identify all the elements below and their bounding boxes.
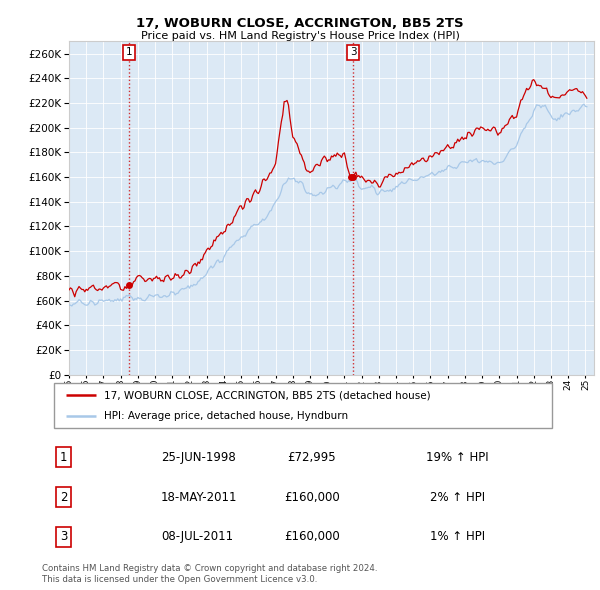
Text: 18-MAY-2011: 18-MAY-2011 <box>161 490 238 504</box>
FancyBboxPatch shape <box>54 383 552 428</box>
Text: £72,995: £72,995 <box>287 451 337 464</box>
Text: 3: 3 <box>60 530 67 543</box>
Text: £160,000: £160,000 <box>284 490 340 504</box>
Text: Price paid vs. HM Land Registry's House Price Index (HPI): Price paid vs. HM Land Registry's House … <box>140 31 460 41</box>
Text: 2% ↑ HPI: 2% ↑ HPI <box>430 490 485 504</box>
Text: This data is licensed under the Open Government Licence v3.0.: This data is licensed under the Open Gov… <box>42 575 317 584</box>
Text: 08-JUL-2011: 08-JUL-2011 <box>161 530 233 543</box>
Text: 3: 3 <box>350 47 356 57</box>
Text: 1% ↑ HPI: 1% ↑ HPI <box>430 530 485 543</box>
Text: 1: 1 <box>60 451 67 464</box>
Text: 25-JUN-1998: 25-JUN-1998 <box>161 451 236 464</box>
Text: 17, WOBURN CLOSE, ACCRINGTON, BB5 2TS (detached house): 17, WOBURN CLOSE, ACCRINGTON, BB5 2TS (d… <box>104 390 430 400</box>
Text: HPI: Average price, detached house, Hyndburn: HPI: Average price, detached house, Hynd… <box>104 411 348 421</box>
Text: £160,000: £160,000 <box>284 530 340 543</box>
Text: 1: 1 <box>125 47 132 57</box>
Text: 19% ↑ HPI: 19% ↑ HPI <box>427 451 489 464</box>
Text: Contains HM Land Registry data © Crown copyright and database right 2024.: Contains HM Land Registry data © Crown c… <box>42 564 377 573</box>
Text: 2: 2 <box>60 490 67 504</box>
Text: 17, WOBURN CLOSE, ACCRINGTON, BB5 2TS: 17, WOBURN CLOSE, ACCRINGTON, BB5 2TS <box>136 17 464 30</box>
